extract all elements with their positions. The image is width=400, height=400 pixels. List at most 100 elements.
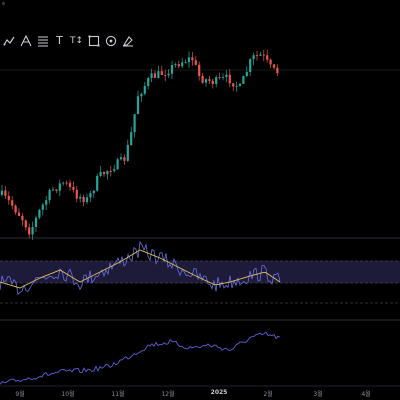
candle-body [204,79,208,83]
candle-body [140,93,143,97]
candle-body [198,64,201,76]
candle-body [85,197,89,203]
trendline-icon[interactable] [0,33,17,49]
candle-body [235,86,238,87]
eraser-icon[interactable] [119,33,136,49]
text-size-icon[interactable]: T↕ [69,36,84,46]
candle-body [123,157,126,161]
candle-body [24,220,27,228]
candle-body [99,172,102,176]
candle-body [28,227,31,235]
rectangle-icon[interactable] [85,33,102,49]
candle-body [38,209,41,218]
candle-body [75,189,78,199]
candle-body [191,57,194,61]
candle-body [262,54,265,56]
time-axis-label: 10월 [61,391,75,398]
candle-body [252,55,255,60]
time-axis-label: 3월 [313,391,323,398]
candle-body [184,62,187,63]
candlestick-series [0,49,279,240]
candle-body [89,193,92,198]
candle-body [21,215,24,221]
candle-body [34,217,38,227]
candle-body [4,190,7,196]
candle-body [225,74,228,78]
candle-body [48,190,51,201]
candle-body [31,226,34,235]
candle-body [0,190,4,195]
candle-body [51,189,55,191]
text-tool-icon[interactable]: T [56,34,63,47]
candle-body [11,200,14,206]
candle-body [218,77,221,78]
time-axis-label: 4월 [361,391,371,398]
candle-body [113,169,116,172]
candle-body [194,60,197,65]
time-axis-label: 2025 [210,389,228,396]
candle-body [68,182,72,187]
candle-body [228,74,231,84]
candle-body [109,171,112,172]
candle-body [187,57,191,63]
candle-body [232,83,235,87]
candle-body [181,62,184,67]
candle-body [147,78,150,86]
time-axis-label: 9월 [15,391,25,398]
candle-body [41,204,44,210]
candle-body [45,200,48,205]
rsi-moving-average [0,249,281,289]
candle-body [164,74,167,76]
candle-body [55,189,58,191]
drawing-toolbar: T T↕ [0,33,140,49]
rsi-line [0,240,281,295]
pane-handle-icon[interactable] [2,2,5,5]
candle-body [133,114,136,133]
candle-body [14,205,17,213]
pitchfork-icon[interactable] [17,33,34,49]
candle-body [245,71,248,76]
candle-body [136,96,140,115]
rsi-band [0,261,400,283]
candle-body [79,196,82,199]
candle-body [238,83,242,87]
candle-body [106,171,109,175]
candle-body [150,73,153,79]
candle-body [255,55,259,57]
time-axis-label: 2월 [263,391,273,398]
candle-body [242,75,245,84]
time-axis-label: 11월 [111,391,125,398]
candle-body [62,182,65,184]
candle-body [157,71,160,78]
indicator-series [0,331,281,385]
candle-body [116,159,119,170]
candle-body [96,175,99,191]
candle-body [167,73,170,76]
candle-body [174,64,177,66]
candle-body [82,196,85,203]
candle-body [259,54,262,56]
candle-body [201,75,204,83]
candle-body [119,157,123,160]
candle-body [143,85,146,94]
candle-body [221,77,225,78]
indicator-line [0,331,281,385]
candle-body [215,77,218,84]
candle-body [58,183,61,191]
candle-body [65,182,68,184]
candle-body [276,67,279,74]
rsi-series [0,240,281,295]
candle-body [208,79,211,81]
candle-body [92,190,95,194]
candle-body [17,212,21,216]
candle-body [211,80,214,84]
candle-body [266,55,269,60]
candle-body [269,59,272,65]
candle-body [72,186,75,190]
horizontal-lines-icon[interactable] [34,33,51,49]
target-icon[interactable] [102,33,119,49]
time-axis-label: 12월 [161,391,175,398]
candle-body [160,71,163,75]
